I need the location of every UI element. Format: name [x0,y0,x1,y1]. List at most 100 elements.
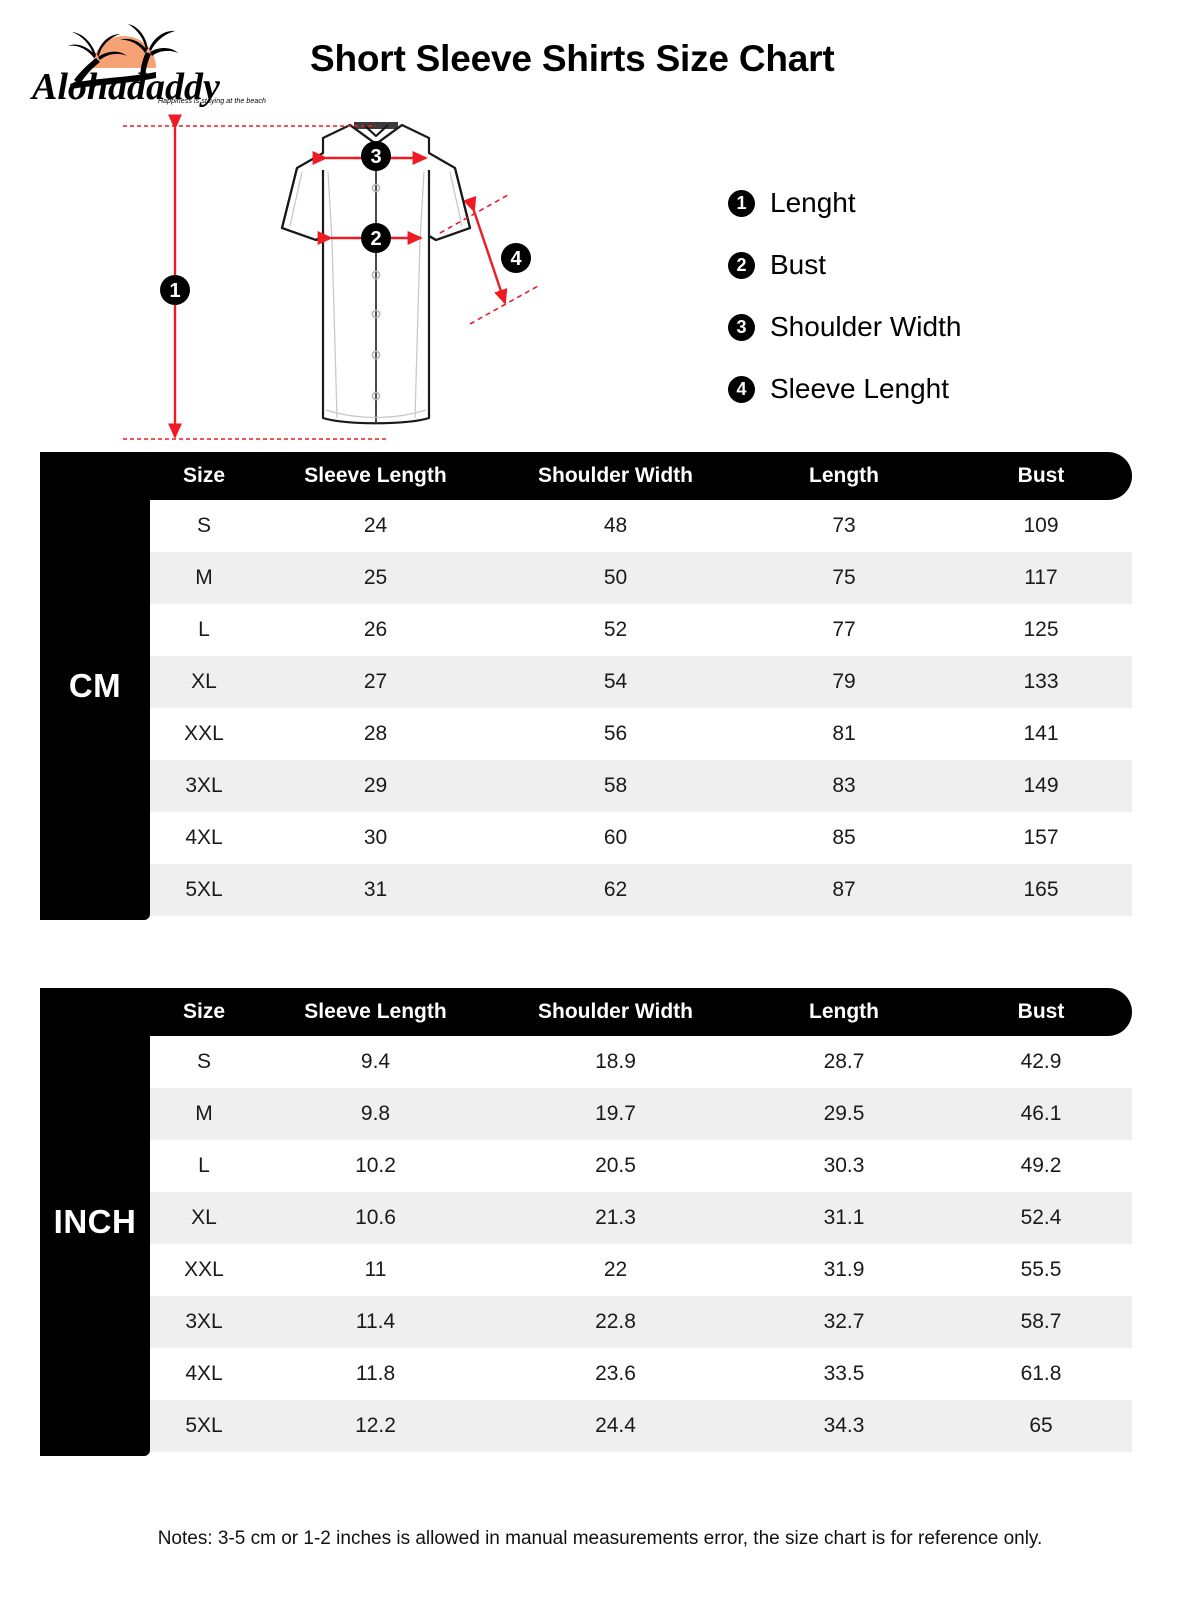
brand-tagline: Happiness is staying at the beach [158,98,266,105]
cell-bust: 125 [1023,618,1059,641]
cell-shoulder: 56 [603,722,628,745]
cell-bust: 149 [1023,774,1059,797]
table-row: S 9.4 18.9 28.7 42.9 [150,1036,1132,1088]
cell-shoulder: 54 [603,670,628,693]
legend-label-1: Lenght [770,187,856,218]
cell-sleeve: 11 [364,1258,387,1281]
cell-length: 32.7 [823,1310,865,1333]
cell-size: 3XL [185,774,223,797]
cell-bust: 49.2 [1020,1154,1062,1177]
cell-length: 85 [832,826,856,849]
cell-size: XXL [184,1258,224,1281]
cell-size: 5XL [185,878,223,901]
cell-length: 81 [832,722,856,745]
cell-shoulder: 20.5 [595,1154,636,1177]
cell-size: 4XL [185,1362,223,1385]
cell-sleeve: 10.6 [355,1206,396,1229]
cell-length: 87 [832,878,856,901]
cell-length: 77 [832,618,856,641]
cell-bust: 109 [1023,514,1059,537]
cell-sleeve: 11.8 [355,1362,396,1385]
cell-shoulder: 21.3 [595,1206,636,1229]
legend-item-shoulder-width: 3 Shoulder Width [728,296,1148,358]
cell-sleeve: 31 [363,878,388,901]
col-header-sleeve: Sleeve Length [304,464,447,487]
cell-shoulder: 62 [603,878,628,901]
cell-bust: 117 [1024,566,1058,589]
table-row: XL 10.6 21.3 31.1 52.4 [150,1192,1132,1244]
cell-size: M [195,566,213,589]
cell-length: 28.7 [823,1050,865,1073]
legend-item-bust: 2 Bust [728,234,1148,296]
legend-item-length: 1 Lenght [728,172,1148,234]
cell-sleeve: 26 [363,618,388,641]
cell-shoulder: 22 [603,1258,628,1281]
table-row: XXL 28 56 81 141 [150,708,1132,760]
table-row: 4XL 30 60 85 157 [150,812,1132,864]
cell-bust: 46.1 [1020,1102,1062,1125]
table-row: XL 27 54 79 133 [150,656,1132,708]
col-header-shoulder: Shoulder Width [538,1000,693,1023]
measurement-legend: 1 Lenght 2 Bust 3 Shoulder Width 4 Sleev… [728,172,1148,420]
col-header-length: Length [809,1000,879,1023]
legend-badge-2-icon: 2 [728,251,755,279]
cell-bust: 65 [1029,1414,1053,1437]
size-table-cm-grid: Size Sleeve Length Shoulder Width Length… [150,452,1132,916]
cell-sleeve: 25 [363,566,388,589]
cell-shoulder: 60 [603,826,628,849]
cell-shoulder: 23.6 [595,1362,636,1385]
cell-size: L [198,1154,210,1177]
cell-size: 3XL [185,1310,223,1333]
cell-bust: 141 [1023,722,1059,745]
cell-sleeve: 12.2 [355,1414,396,1437]
cell-length: 29.5 [823,1102,865,1125]
legend-label-4: Sleeve Lenght [770,373,950,404]
cell-shoulder: 24.4 [595,1414,636,1437]
unit-column-cm: CM [40,452,150,920]
cell-length: 31.1 [823,1206,865,1229]
table-row: 5XL 12.2 24.4 34.3 65 [150,1400,1132,1452]
cell-size: 5XL [185,1414,223,1437]
col-header-size: Size [182,464,226,487]
table-row: 3XL 29 58 83 149 [150,760,1132,812]
col-header-bust: Bust [1017,1000,1065,1023]
cell-length: 31.9 [823,1258,865,1281]
cell-length: 30.3 [823,1154,865,1177]
cell-sleeve: 28 [363,722,388,745]
cell-shoulder: 18.9 [595,1050,636,1073]
cell-length: 33.5 [823,1362,865,1385]
cell-shoulder: 22.8 [595,1310,636,1333]
cell-sleeve: 9.4 [360,1050,391,1073]
table-row: M 25 50 75 117 [150,552,1132,604]
cell-shoulder: 58 [603,774,628,797]
cell-length: 73 [832,514,856,537]
cell-bust: 42.9 [1020,1050,1062,1073]
diagram-badge-2: 2 [361,223,391,253]
svg-text:2: 2 [370,228,381,250]
svg-text:1: 1 [169,280,180,302]
cell-size: XL [191,1206,217,1229]
col-header-length: Length [809,464,879,487]
cell-bust: 55.5 [1020,1258,1062,1281]
cell-size: S [196,514,211,537]
diagram-badge-4: 4 [501,243,531,273]
cell-shoulder: 50 [603,566,628,589]
table-row: S 24 48 73 109 [150,500,1132,552]
cell-sleeve: 30 [363,826,388,849]
svg-text:3: 3 [370,146,381,168]
table-row: 5XL 31 62 87 165 [150,864,1132,916]
cell-size: XXL [184,722,224,745]
table-row: L 10.2 20.5 30.3 49.2 [150,1140,1132,1192]
legend-badge-1-icon: 1 [728,189,755,217]
shirt-body-outline [280,123,472,425]
cell-size: M [195,1102,213,1125]
legend-badge-4-icon: 4 [728,375,755,403]
col-header-size: Size [182,1000,226,1023]
diagram-badge-1: 1 [160,275,190,305]
cell-sleeve: 11.4 [355,1310,396,1333]
cell-sleeve: 10.2 [355,1154,396,1177]
brand-wordmark: Alohadaddy [30,66,220,108]
page-title: Short Sleeve Shirts Size Chart [310,38,835,79]
cell-bust: 58.7 [1020,1310,1062,1333]
